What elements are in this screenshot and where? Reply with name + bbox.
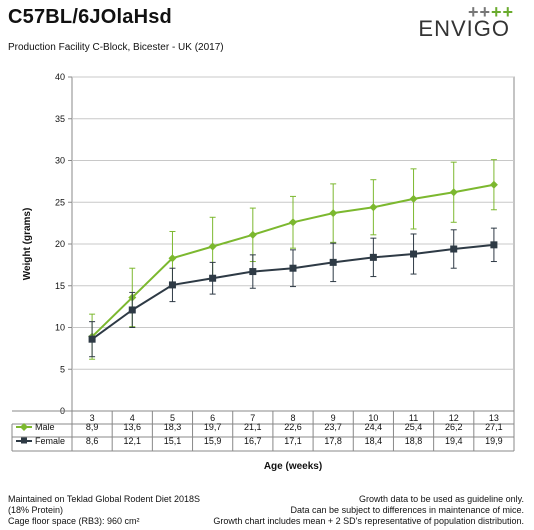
y-tick-label: 10	[55, 323, 65, 333]
x-tick-label: 12	[449, 413, 459, 423]
footer-left-line1: Maintained on Teklad Global Rodent Diet …	[8, 494, 200, 504]
male-table-value: 22,6	[284, 422, 302, 432]
female-legend-label: Female	[35, 436, 65, 446]
logo-wordmark: ENVIGO	[418, 16, 510, 41]
female-point	[249, 268, 257, 276]
y-tick-label: 5	[60, 364, 65, 374]
male-point	[369, 203, 378, 212]
x-axis-title: Age (weeks)	[264, 461, 322, 472]
x-tick-label: 6	[210, 413, 215, 423]
y-tick-label: 40	[55, 72, 65, 82]
male-point	[409, 194, 418, 203]
footer-diet-info: Maintained on Teklad Global Rodent Diet …	[8, 494, 200, 527]
x-tick-label: 7	[250, 413, 255, 423]
male-legend-label: Male	[35, 422, 55, 432]
male-table-value: 26,2	[445, 422, 463, 432]
male-point	[289, 218, 297, 227]
page-subtitle: Production Facility C-Block, Bicester - …	[8, 42, 224, 53]
x-tick-label: 10	[368, 413, 378, 423]
female-legend-marker	[21, 437, 27, 444]
page-title: C57BL/6JOlaHsd	[8, 6, 172, 28]
x-tick-label: 11	[409, 413, 418, 423]
male-point	[329, 209, 338, 218]
female-table-value: 19,9	[485, 436, 503, 446]
female-table-value: 15,1	[164, 436, 182, 446]
x-tick-label: 4	[130, 413, 135, 423]
female-point	[209, 274, 217, 282]
logo-plus-marks: ++++	[467, 2, 514, 22]
male-point	[168, 254, 177, 263]
x-tick-label: 9	[331, 413, 336, 423]
male-table-value: 18,3	[164, 422, 182, 432]
female-table-value: 16,7	[244, 436, 262, 446]
female-point	[369, 253, 377, 261]
male-table-value: 24,4	[365, 422, 383, 432]
male-table-value: 21,1	[244, 422, 262, 432]
female-point	[168, 281, 176, 289]
female-table-value: 15,9	[204, 436, 222, 446]
female-point	[490, 241, 498, 249]
male-point	[489, 180, 498, 189]
male-point	[449, 188, 458, 197]
x-tick-label: 3	[90, 413, 95, 423]
male-table-value: 13,6	[124, 422, 142, 432]
footer-right-line2: Data can be subject to differences in ma…	[290, 505, 524, 515]
x-tick-label: 5	[170, 413, 175, 423]
male-legend-marker	[20, 423, 28, 431]
female-point	[329, 258, 337, 266]
male-table-value: 25,4	[405, 422, 423, 432]
y-axis-title: Weight (grams)	[22, 208, 33, 281]
y-tick-label: 25	[55, 197, 65, 207]
female-point	[88, 335, 96, 343]
y-tick-label: 15	[55, 281, 65, 291]
footer-disclaimer: Growth data to be used as guideline only…	[213, 494, 524, 527]
x-tick-label: 8	[290, 413, 295, 423]
male-table-value: 19,7	[204, 422, 222, 432]
male-point	[248, 230, 257, 239]
y-tick-label: 20	[55, 239, 65, 249]
female-table-value: 19,4	[445, 436, 463, 446]
x-tick-label: 13	[489, 413, 499, 423]
female-table-value: 17,8	[324, 436, 342, 446]
female-point	[128, 306, 136, 314]
y-tick-label: 30	[55, 156, 65, 166]
male-table-value: 8,9	[86, 422, 99, 432]
female-point	[410, 250, 418, 258]
y-tick-label: 35	[55, 114, 65, 124]
footer-left-line2: (18% Protein)	[8, 505, 64, 515]
female-point	[289, 264, 297, 272]
male-table-value: 27,1	[485, 422, 503, 432]
female-table-value: 8,6	[86, 436, 99, 446]
female-table-value: 18,4	[365, 436, 383, 446]
female-table-value: 17,1	[284, 436, 302, 446]
footer-right-line1: Growth data to be used as guideline only…	[359, 494, 524, 504]
male-table-value: 23,7	[324, 422, 342, 432]
female-table-value: 18,8	[405, 436, 423, 446]
female-table-value: 12,1	[124, 436, 142, 446]
envigo-logo: ++++ ENVIGO	[404, 2, 514, 42]
footer-left-line3: Cage floor space (RB3): 960 cm²	[8, 516, 140, 526]
female-point	[450, 245, 458, 253]
male-point	[208, 242, 217, 251]
footer-right-line3: Growth chart includes mean + 2 SD's repr…	[213, 516, 524, 526]
